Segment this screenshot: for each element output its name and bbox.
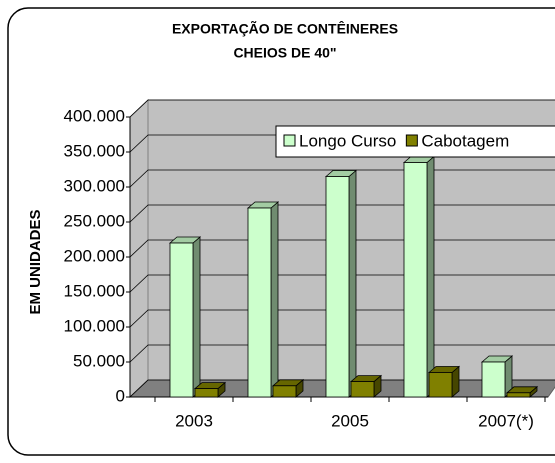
y-tick-label: 100.000 (64, 316, 125, 335)
x-tick-label: 2007(*) (478, 411, 534, 430)
bar (481, 361, 506, 398)
grid-line (129, 99, 555, 118)
bar (428, 372, 453, 398)
bar-side (426, 155, 435, 398)
chart-title: CHEIOS DE 40" (233, 45, 336, 61)
y-axis-label: EM UNIDADES (27, 209, 44, 314)
bar (325, 176, 350, 398)
bar (350, 381, 375, 398)
y-tick-label: 150.000 (64, 281, 125, 300)
legend-swatch (283, 134, 296, 147)
legend-swatch (405, 134, 418, 147)
bar (194, 388, 219, 398)
bar-side (270, 201, 279, 398)
bar (247, 207, 272, 398)
y-tick-label: 300.000 (64, 176, 125, 195)
chart-title: EXPORTAÇÃO DE CONTÊINERES (172, 20, 398, 37)
y-tick-label: 400.000 (64, 106, 125, 125)
y-tick-label: 250.000 (64, 211, 125, 230)
y-tick-label: 0 (116, 386, 125, 405)
y-tick-label: 200.000 (64, 246, 125, 265)
x-tick-label: 2003 (175, 411, 213, 430)
x-tick-label: 2005 (331, 411, 369, 430)
bar (403, 162, 428, 398)
bar-side (192, 236, 201, 398)
y-tick-label: 50.000 (73, 351, 125, 370)
y-tick-label: 350.000 (64, 141, 125, 160)
legend-label: Longo Curso (299, 131, 396, 150)
legend-label: Cabotagem (421, 131, 509, 150)
bar-side (348, 169, 357, 398)
bar (272, 385, 297, 398)
bar (169, 242, 194, 398)
bar (506, 392, 531, 398)
